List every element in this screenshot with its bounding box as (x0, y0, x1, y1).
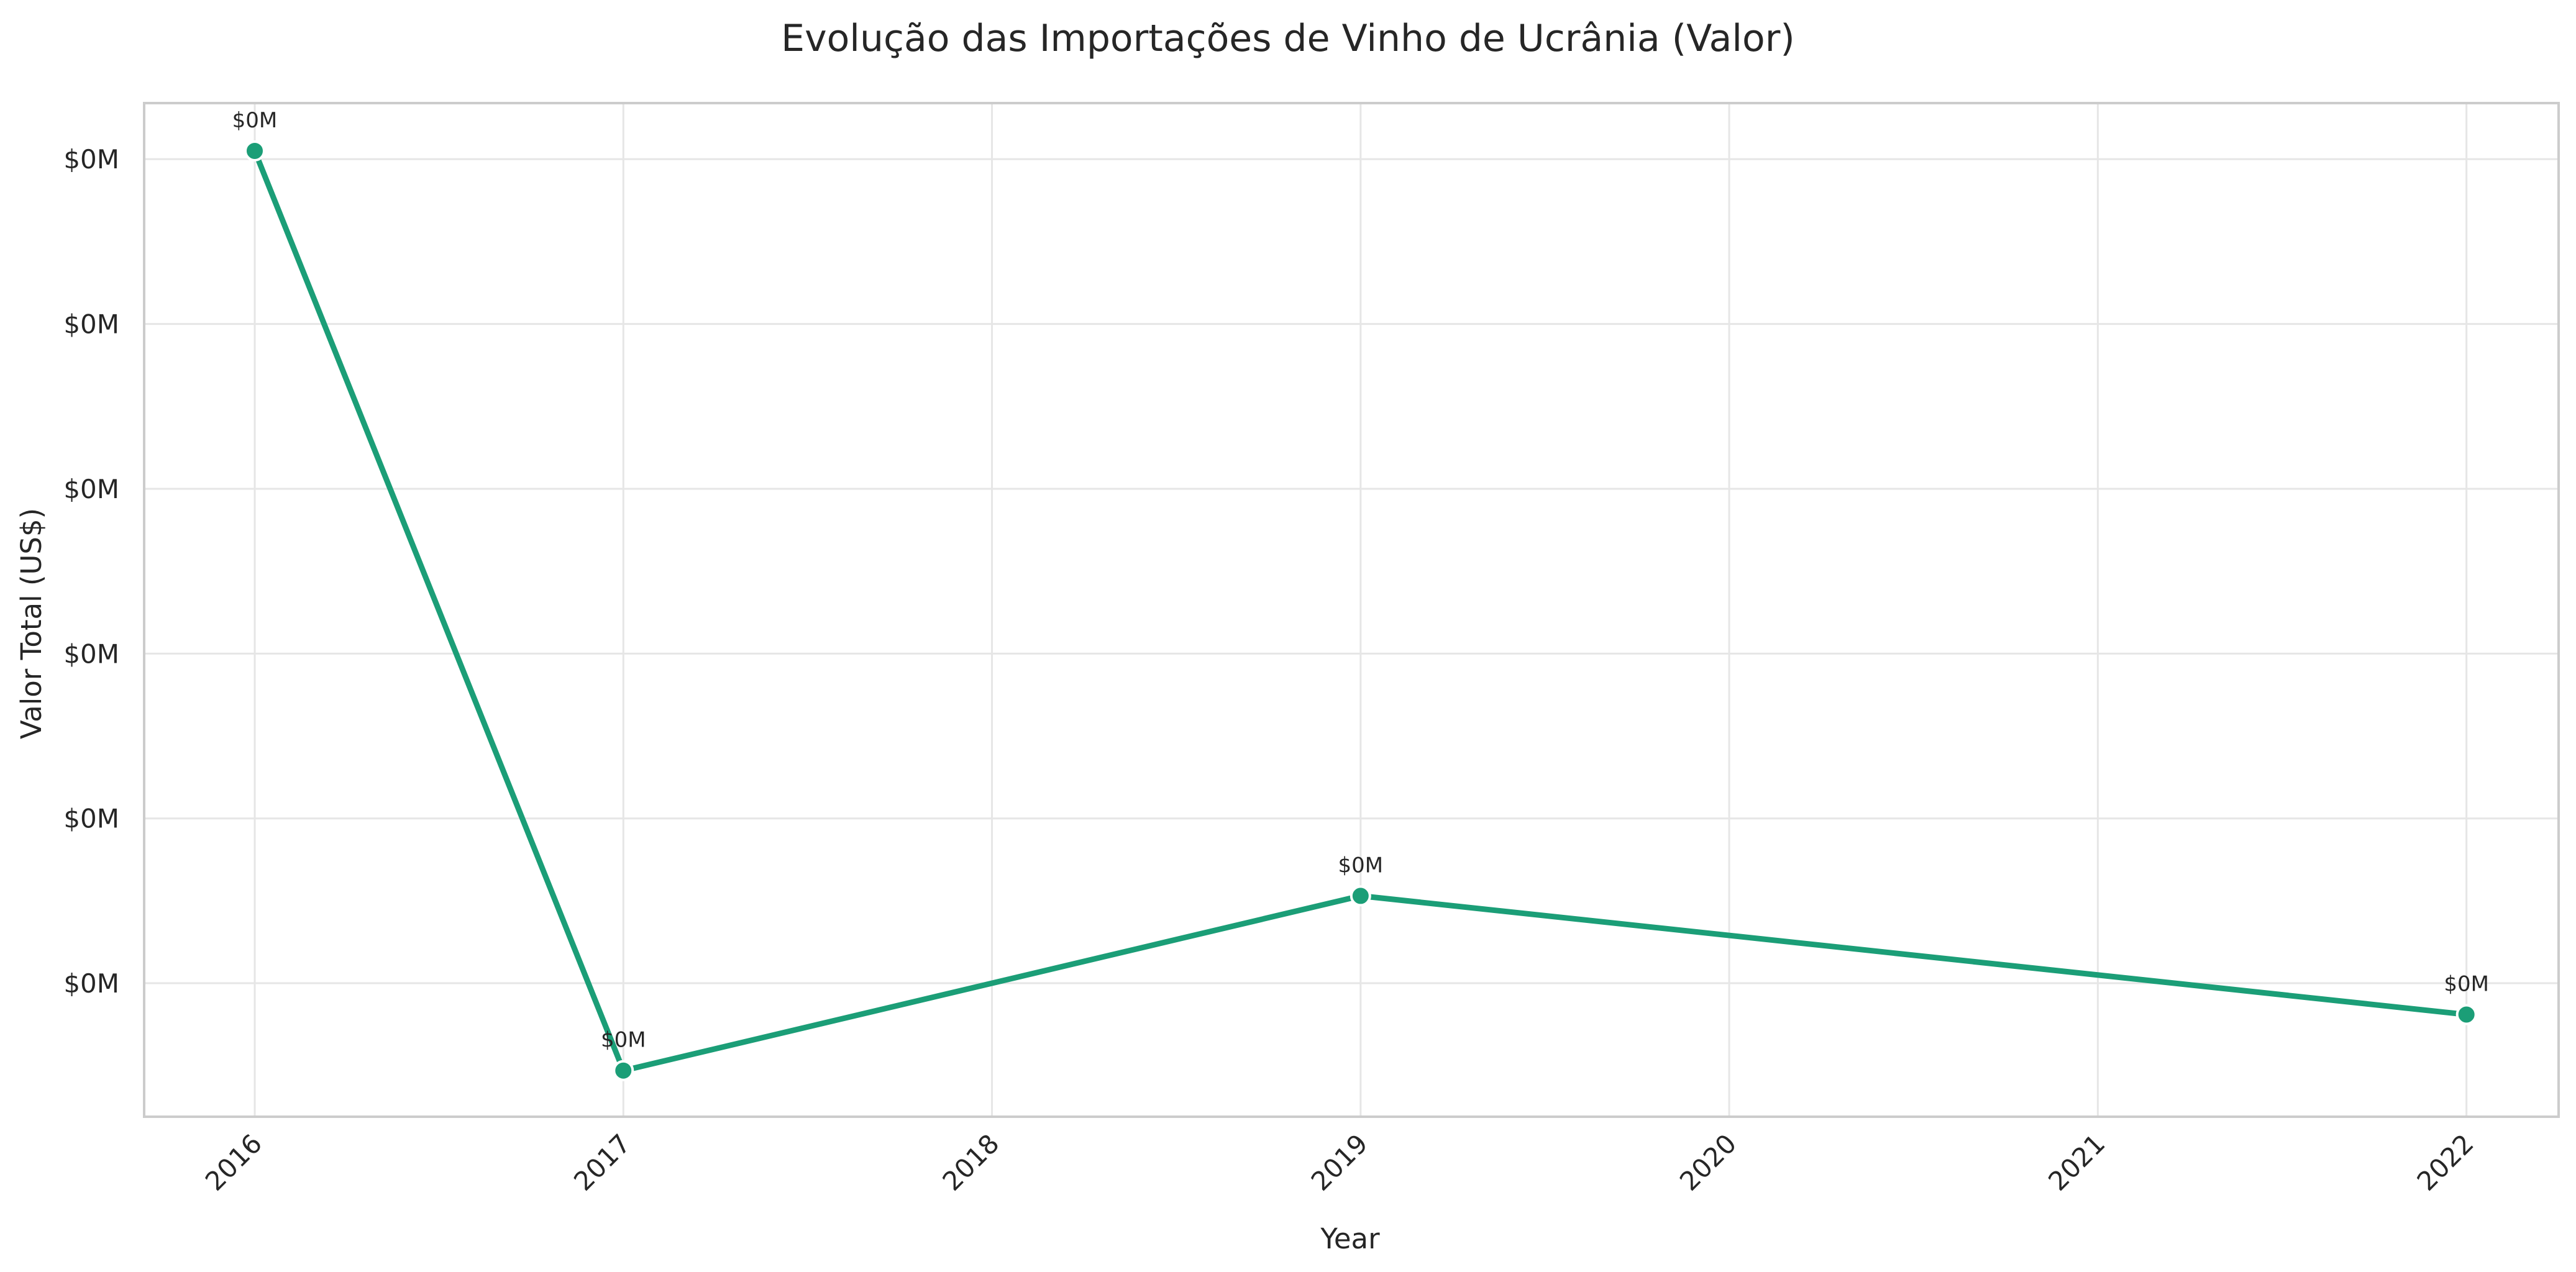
data-point (244, 140, 265, 161)
y-tick-label: $0M (63, 804, 119, 834)
data-label: $0M (232, 108, 278, 133)
y-axis-ticks: $0M $0M $0M $0M $0M $0M (63, 144, 119, 999)
series-layer: $0M $0M $0M $0M (232, 108, 2489, 1081)
data-point (613, 1060, 634, 1081)
data-label: $0M (1338, 853, 1384, 878)
y-tick-label: $0M (63, 474, 119, 504)
y-tick-label: $0M (63, 968, 119, 999)
grid (144, 103, 2559, 1117)
data-point (1350, 885, 1371, 907)
data-label: $0M (2444, 971, 2489, 996)
plot-frame (143, 102, 2560, 1118)
y-tick-label: $0M (63, 144, 119, 175)
series-line (252, 148, 2470, 1074)
data-label: $0M (601, 1028, 646, 1053)
chart-title: Evolução das Importações de Vinho de Ucr… (781, 17, 1795, 60)
x-axis-label: Year (1320, 1222, 1380, 1255)
y-tick-label: $0M (63, 638, 119, 669)
y-tick-label: $0M (63, 309, 119, 340)
data-point (2455, 1004, 2477, 1025)
y-axis-label: Valor Total (US$) (15, 508, 48, 739)
